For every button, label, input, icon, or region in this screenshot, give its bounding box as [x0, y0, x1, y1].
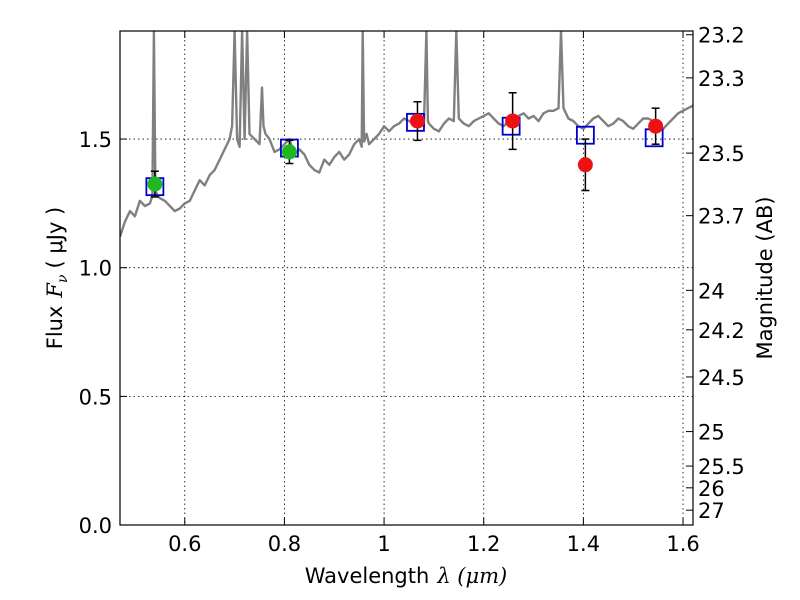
- clipped-series: [120, 31, 693, 238]
- grid-lines: [120, 31, 693, 526]
- y-tick-label: 1.0: [79, 257, 112, 281]
- x-tick-label: 1: [377, 532, 390, 556]
- mag-tick-label: 23.5: [698, 142, 745, 166]
- x-tick-label: 1.2: [467, 532, 500, 556]
- mag-tick-label: 24.5: [698, 366, 745, 390]
- mag-tick-label: 25.5: [698, 455, 745, 479]
- mag-tick-label: 27: [698, 499, 725, 523]
- mag-tick-label: 23.3: [698, 67, 745, 91]
- x-axis-label: Wavelength λ (μm): [305, 564, 508, 588]
- mag-tick-label: 24: [698, 279, 725, 303]
- observed-photometry-point: [147, 176, 163, 192]
- x-tick-label: 1.6: [666, 532, 699, 556]
- mag-tick-label: 26: [698, 477, 725, 501]
- data-series: [120, 31, 693, 238]
- observed-photometry-point: [281, 144, 297, 160]
- plot-frame: [119, 30, 694, 526]
- magnitude-axis-label: Magnitude (AB): [753, 196, 777, 359]
- mag-tick-label: 24.2: [698, 319, 745, 343]
- observed-photometry-point: [577, 157, 593, 173]
- y-tick-label: 1.5: [79, 128, 112, 152]
- x-tick-label: 0.8: [268, 532, 301, 556]
- x-tick-label: 1.4: [567, 532, 600, 556]
- spectrum-line: [120, 31, 693, 238]
- observed-photometry-point: [409, 113, 425, 129]
- y-tick-label: 0.5: [79, 385, 112, 409]
- y-tick-label: 0.0: [79, 514, 112, 538]
- mag-tick-label: 23.7: [698, 205, 745, 229]
- mag-tick-label: 23.2: [698, 24, 745, 48]
- observed-photometry-point: [648, 118, 664, 134]
- mag-tick-label: 25: [698, 421, 725, 445]
- y-axis-label: FluxFν( μJy ): [43, 207, 71, 349]
- observed-photometry-point: [505, 113, 521, 129]
- axis-ticks: 0.6 0.8 1 1.2 1.4 1.6 0.0 0.5 1.0 1.5 23.2 23.3 23.5…: [79, 24, 745, 556]
- x-tick-label: 0.6: [168, 532, 201, 556]
